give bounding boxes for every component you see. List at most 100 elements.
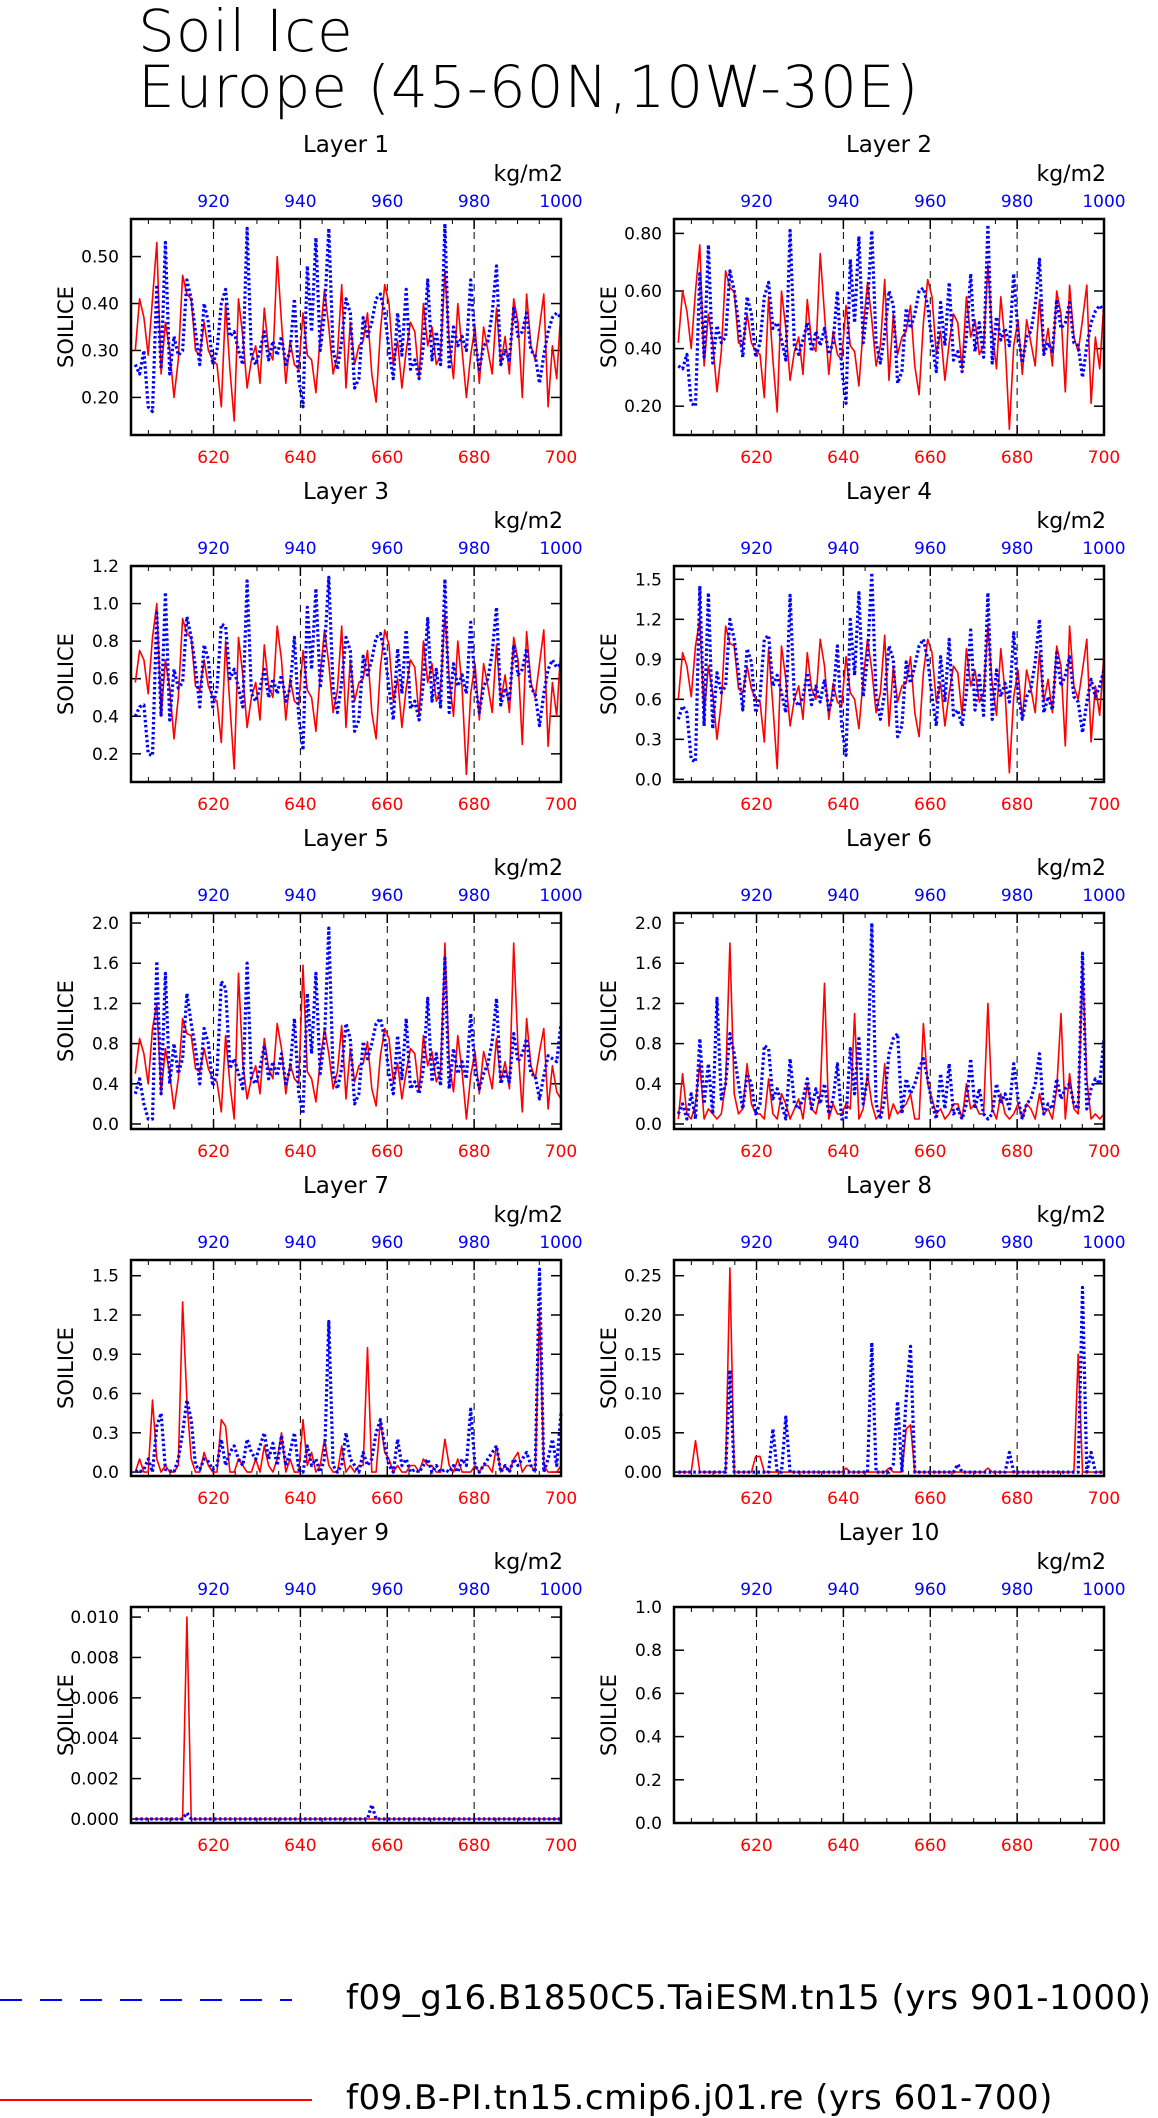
y-axis-label: SOILICE	[54, 633, 78, 715]
series-line-control	[677, 618, 1105, 774]
x-bottom-tick-label: 700	[545, 1489, 577, 1509]
legend-label-control: f09.B-PI.tn15.cmip6.j01.re (yrs 601-700)	[346, 2078, 1053, 2118]
x-bottom-tick-label: 640	[827, 1836, 859, 1856]
y-tick-label: 0.0	[635, 770, 662, 790]
y-axis-label: SOILICE	[597, 1327, 621, 1409]
x-bottom-tick-label: 700	[1088, 1142, 1120, 1162]
x-bottom-tick-label: 700	[545, 448, 577, 468]
x-bottom-tick-label: 660	[371, 795, 403, 815]
x-top-tick-label: 980	[1001, 886, 1033, 906]
y-tick-label: 0.002	[70, 1770, 119, 1790]
x-top-tick-label: 940	[284, 192, 316, 212]
series-line-case	[133, 222, 563, 414]
y-tick-label: 1.0	[92, 595, 119, 615]
x-bottom-tick-label: 680	[458, 448, 490, 468]
series-line-control	[134, 942, 562, 1120]
panel-title: Layer 10	[839, 1520, 940, 1546]
x-top-tick-label: 980	[1001, 1580, 1033, 1600]
y-tick-label: 1.6	[92, 954, 119, 974]
x-top-tick-label: 940	[827, 539, 859, 559]
x-top-tick-label: 920	[740, 1233, 772, 1253]
x-bottom-tick-label: 620	[197, 1142, 229, 1162]
x-top-tick-label: 980	[458, 539, 490, 559]
x-top-tick-label: 960	[371, 192, 403, 212]
x-bottom-tick-label: 700	[1088, 1836, 1120, 1856]
x-top-tick-label: 1000	[1082, 886, 1125, 906]
y-tick-label: 0.8	[635, 1035, 662, 1055]
x-bottom-tick-label: 700	[1088, 448, 1120, 468]
x-top-tick-label: 920	[197, 192, 229, 212]
x-bottom-tick-label: 700	[545, 1142, 577, 1162]
x-bottom-tick-label: 700	[545, 1836, 577, 1856]
y-tick-label: 0.4	[635, 1728, 662, 1748]
y-tick-label: 0.2	[92, 745, 119, 765]
series-line-case	[133, 926, 563, 1121]
x-bottom-tick-label: 660	[371, 1489, 403, 1509]
plot-frame	[672, 1258, 1106, 1478]
y-tick-label: 0.40	[624, 340, 662, 360]
x-bottom-tick-label: 620	[197, 795, 229, 815]
plot-frame	[672, 217, 1106, 437]
y-tick-label: 1.6	[635, 954, 662, 974]
y-tick-label: 0.60	[624, 282, 662, 302]
chart-panels: Layer 1 kg/m2 SOILICE 620 640 660 680 700 920 940…	[54, 132, 1126, 1856]
y-tick-label: 1.2	[92, 557, 119, 577]
x-top-tick-label: 960	[914, 1580, 946, 1600]
x-top-tick-label: 980	[1001, 192, 1033, 212]
plot-frame	[129, 564, 563, 784]
x-bottom-tick-label: 620	[740, 448, 772, 468]
y-tick-label: 0.004	[70, 1729, 119, 1749]
x-bottom-tick-label: 660	[371, 448, 403, 468]
y-tick-label: 0.20	[81, 388, 119, 408]
x-bottom-tick-label: 700	[1088, 795, 1120, 815]
x-bottom-tick-label: 620	[197, 1836, 229, 1856]
series-line-control	[134, 1301, 562, 1473]
x-top-tick-label: 940	[827, 1580, 859, 1600]
y-tick-label: 0.2	[635, 1771, 662, 1791]
x-top-tick-label: 980	[458, 1580, 490, 1600]
legend-swatch-case	[0, 1999, 292, 2001]
x-top-tick-label: 980	[1001, 539, 1033, 559]
series-line-control	[677, 942, 1105, 1120]
x-top-tick-label: 920	[740, 1580, 772, 1600]
chart-title: Soil Ice	[138, 0, 354, 65]
x-bottom-tick-label: 680	[1001, 448, 1033, 468]
x-top-tick-label: 960	[371, 1233, 403, 1253]
panel-title: Layer 9	[303, 1520, 389, 1546]
units-label: kg/m2	[1036, 162, 1106, 187]
y-tick-label: 0.3	[92, 1424, 119, 1444]
x-bottom-tick-label: 680	[1001, 795, 1033, 815]
x-top-tick-label: 1000	[539, 1233, 582, 1253]
x-bottom-tick-label: 680	[458, 1489, 490, 1509]
y-tick-label: 0.20	[624, 397, 662, 417]
y-tick-label: 0.80	[624, 224, 662, 244]
x-bottom-tick-label: 620	[740, 1836, 772, 1856]
y-tick-label: 0.0	[635, 1814, 662, 1834]
series-line-case	[133, 575, 563, 758]
y-tick-label: 0.40	[81, 295, 119, 315]
x-bottom-tick-label: 680	[458, 1836, 490, 1856]
y-tick-label: 2.0	[92, 914, 119, 934]
x-top-tick-label: 920	[740, 192, 772, 212]
panel-title: Layer 8	[846, 1173, 932, 1199]
panel-title: Layer 7	[303, 1173, 389, 1199]
y-tick-label: 0.008	[70, 1648, 119, 1668]
series-line-case	[135, 1803, 561, 1821]
units-label: kg/m2	[1036, 856, 1106, 881]
x-bottom-tick-label: 640	[827, 1142, 859, 1162]
x-top-tick-label: 1000	[539, 192, 582, 212]
x-bottom-tick-label: 620	[740, 795, 772, 815]
x-top-tick-label: 960	[371, 539, 403, 559]
y-tick-label: 1.0	[635, 1598, 662, 1618]
x-top-tick-label: 960	[914, 886, 946, 906]
x-top-tick-label: 1000	[539, 1580, 582, 1600]
x-top-tick-label: 1000	[1082, 1233, 1125, 1253]
series-line-control	[678, 1267, 1104, 1473]
x-top-tick-label: 1000	[1082, 539, 1125, 559]
x-bottom-tick-label: 680	[1001, 1489, 1033, 1509]
x-bottom-tick-label: 680	[458, 1142, 490, 1162]
x-bottom-tick-label: 660	[914, 1836, 946, 1856]
y-tick-label: 1.2	[635, 994, 662, 1014]
x-bottom-tick-label: 660	[914, 448, 946, 468]
y-tick-label: 0.9	[92, 1345, 119, 1365]
